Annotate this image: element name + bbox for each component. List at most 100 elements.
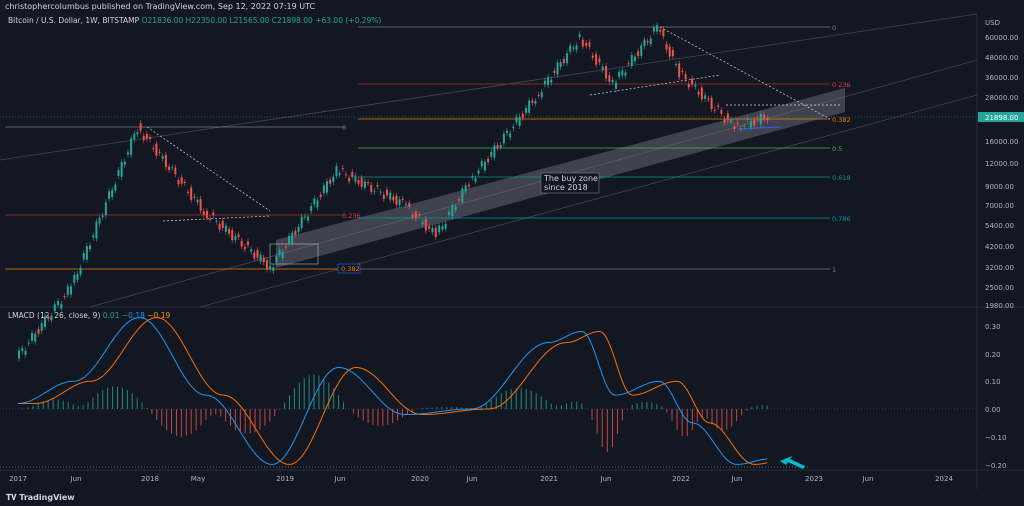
- price-candle: [269, 265, 272, 270]
- arrow-annotation: [780, 456, 805, 469]
- price-candle: [202, 211, 205, 215]
- symbol-name: Bitcoin / U.S. Dollar, 1W, BITSTAMP: [8, 16, 140, 25]
- price-candle: [464, 185, 467, 192]
- price-candle: [186, 192, 189, 194]
- time-tick-label: 2024: [935, 475, 953, 483]
- price-candle: [193, 196, 196, 198]
- price-candle: [288, 235, 291, 244]
- price-candle: [646, 40, 649, 43]
- price-candle: [675, 64, 678, 66]
- price-candle: [550, 79, 553, 83]
- price-candle: [451, 204, 454, 217]
- price-candle: [467, 184, 470, 187]
- price-candle: [82, 252, 85, 260]
- indicator-legend[interactable]: LMACD (12, 26, close, 9) 0.01 −0.18 −0.1…: [8, 311, 170, 321]
- time-tick-label: Jun: [731, 475, 743, 483]
- price-candle: [262, 257, 265, 263]
- price-candle: [585, 42, 588, 46]
- price-candle: [111, 189, 114, 198]
- price-candle: [338, 173, 341, 175]
- price-candle: [297, 226, 300, 233]
- price-candle: [578, 34, 581, 38]
- price-candle: [753, 120, 756, 126]
- price-candle: [490, 151, 493, 157]
- time-tick-label: Jun: [862, 475, 874, 483]
- price-candle: [627, 63, 630, 65]
- price-candle: [759, 113, 762, 125]
- price-candle: [480, 161, 483, 167]
- macd-tick-label: −0.20: [985, 462, 1006, 470]
- price-candle: [678, 63, 681, 78]
- price-candle: [275, 256, 278, 263]
- price-candle: [471, 175, 474, 178]
- price-candle: [618, 71, 621, 77]
- price-candle: [556, 62, 559, 75]
- price-candle: [389, 192, 392, 200]
- price-candle: [209, 218, 212, 220]
- price-candle: [434, 227, 437, 237]
- price-tick-label: 28000.00: [985, 94, 1018, 102]
- tradingview-logo[interactable]: 𝐓𝐕 TradingView: [6, 493, 75, 502]
- symbol-legend[interactable]: Bitcoin / U.S. Dollar, 1W, BITSTAMP O218…: [8, 16, 381, 26]
- price-candle: [431, 227, 434, 233]
- price-tick-label: 2500.00: [985, 284, 1014, 292]
- price-candle: [424, 218, 427, 231]
- price-candle: [240, 240, 243, 247]
- price-candle: [307, 216, 310, 221]
- price-tick-label: 48000.00: [985, 54, 1018, 62]
- price-candle: [130, 138, 133, 155]
- price-candle: [566, 53, 569, 64]
- price-candle: [524, 108, 527, 113]
- price-candle: [322, 185, 325, 194]
- price-candle: [221, 220, 224, 228]
- annotation-box: [540, 172, 600, 194]
- price-candle: [382, 194, 385, 199]
- price-candle: [630, 55, 633, 67]
- price-candle: [398, 199, 401, 206]
- price-candle: [66, 286, 69, 295]
- time-tick-label: 2018: [141, 475, 159, 483]
- price-candle: [575, 45, 578, 50]
- price-candle: [142, 135, 145, 141]
- price-tick-label: 16000.00: [985, 138, 1018, 146]
- price-candle: [104, 202, 107, 216]
- price-candle: [736, 122, 739, 124]
- annotation-line2: since 2018: [544, 183, 588, 192]
- price-candle: [228, 229, 231, 234]
- price-candle: [196, 199, 199, 203]
- price-candle: [395, 195, 398, 205]
- price-candle: [108, 191, 111, 199]
- price-candle: [509, 133, 512, 138]
- price-candle: [454, 206, 457, 211]
- price-candle: [24, 350, 27, 356]
- macd-signal-line: [18, 317, 768, 465]
- price-candle: [611, 79, 614, 83]
- price-candle: [171, 167, 174, 169]
- price-candle: [123, 161, 126, 165]
- time-tick-label: 2022: [672, 475, 690, 483]
- price-axis[interactable]: 60000.00 48000.00 36000.00 28000.00 16000.00…: [985, 34, 1018, 310]
- price-candle: [120, 162, 123, 177]
- price-candle: [691, 78, 694, 85]
- price-candle: [528, 100, 531, 113]
- price-candle: [385, 189, 388, 196]
- price-candle: [300, 216, 303, 228]
- macd-axis[interactable]: 0.30 0.20 0.10 0.00 −0.10 −0.20: [0, 323, 1006, 470]
- price-candle: [637, 51, 640, 57]
- price-candle: [605, 66, 608, 79]
- time-axis[interactable]: 2017 Jun 2018 May 2019 Jun 2020 Jun 2021 Jun 2022 J…: [9, 475, 953, 483]
- price-candle: [633, 56, 636, 62]
- price-candle: [291, 232, 294, 244]
- time-tick-label: Jun: [466, 475, 478, 483]
- price-candle: [601, 66, 604, 70]
- macd-tick-label: 0.30: [985, 323, 1001, 331]
- indicator-value-2: −0.18: [121, 311, 145, 320]
- price-candle: [518, 116, 521, 126]
- price-candle: [215, 220, 218, 222]
- price-candle: [421, 221, 424, 225]
- price-candle: [373, 191, 376, 193]
- price-candle: [730, 119, 733, 123]
- price-candle: [177, 180, 180, 185]
- price-candle: [158, 151, 161, 153]
